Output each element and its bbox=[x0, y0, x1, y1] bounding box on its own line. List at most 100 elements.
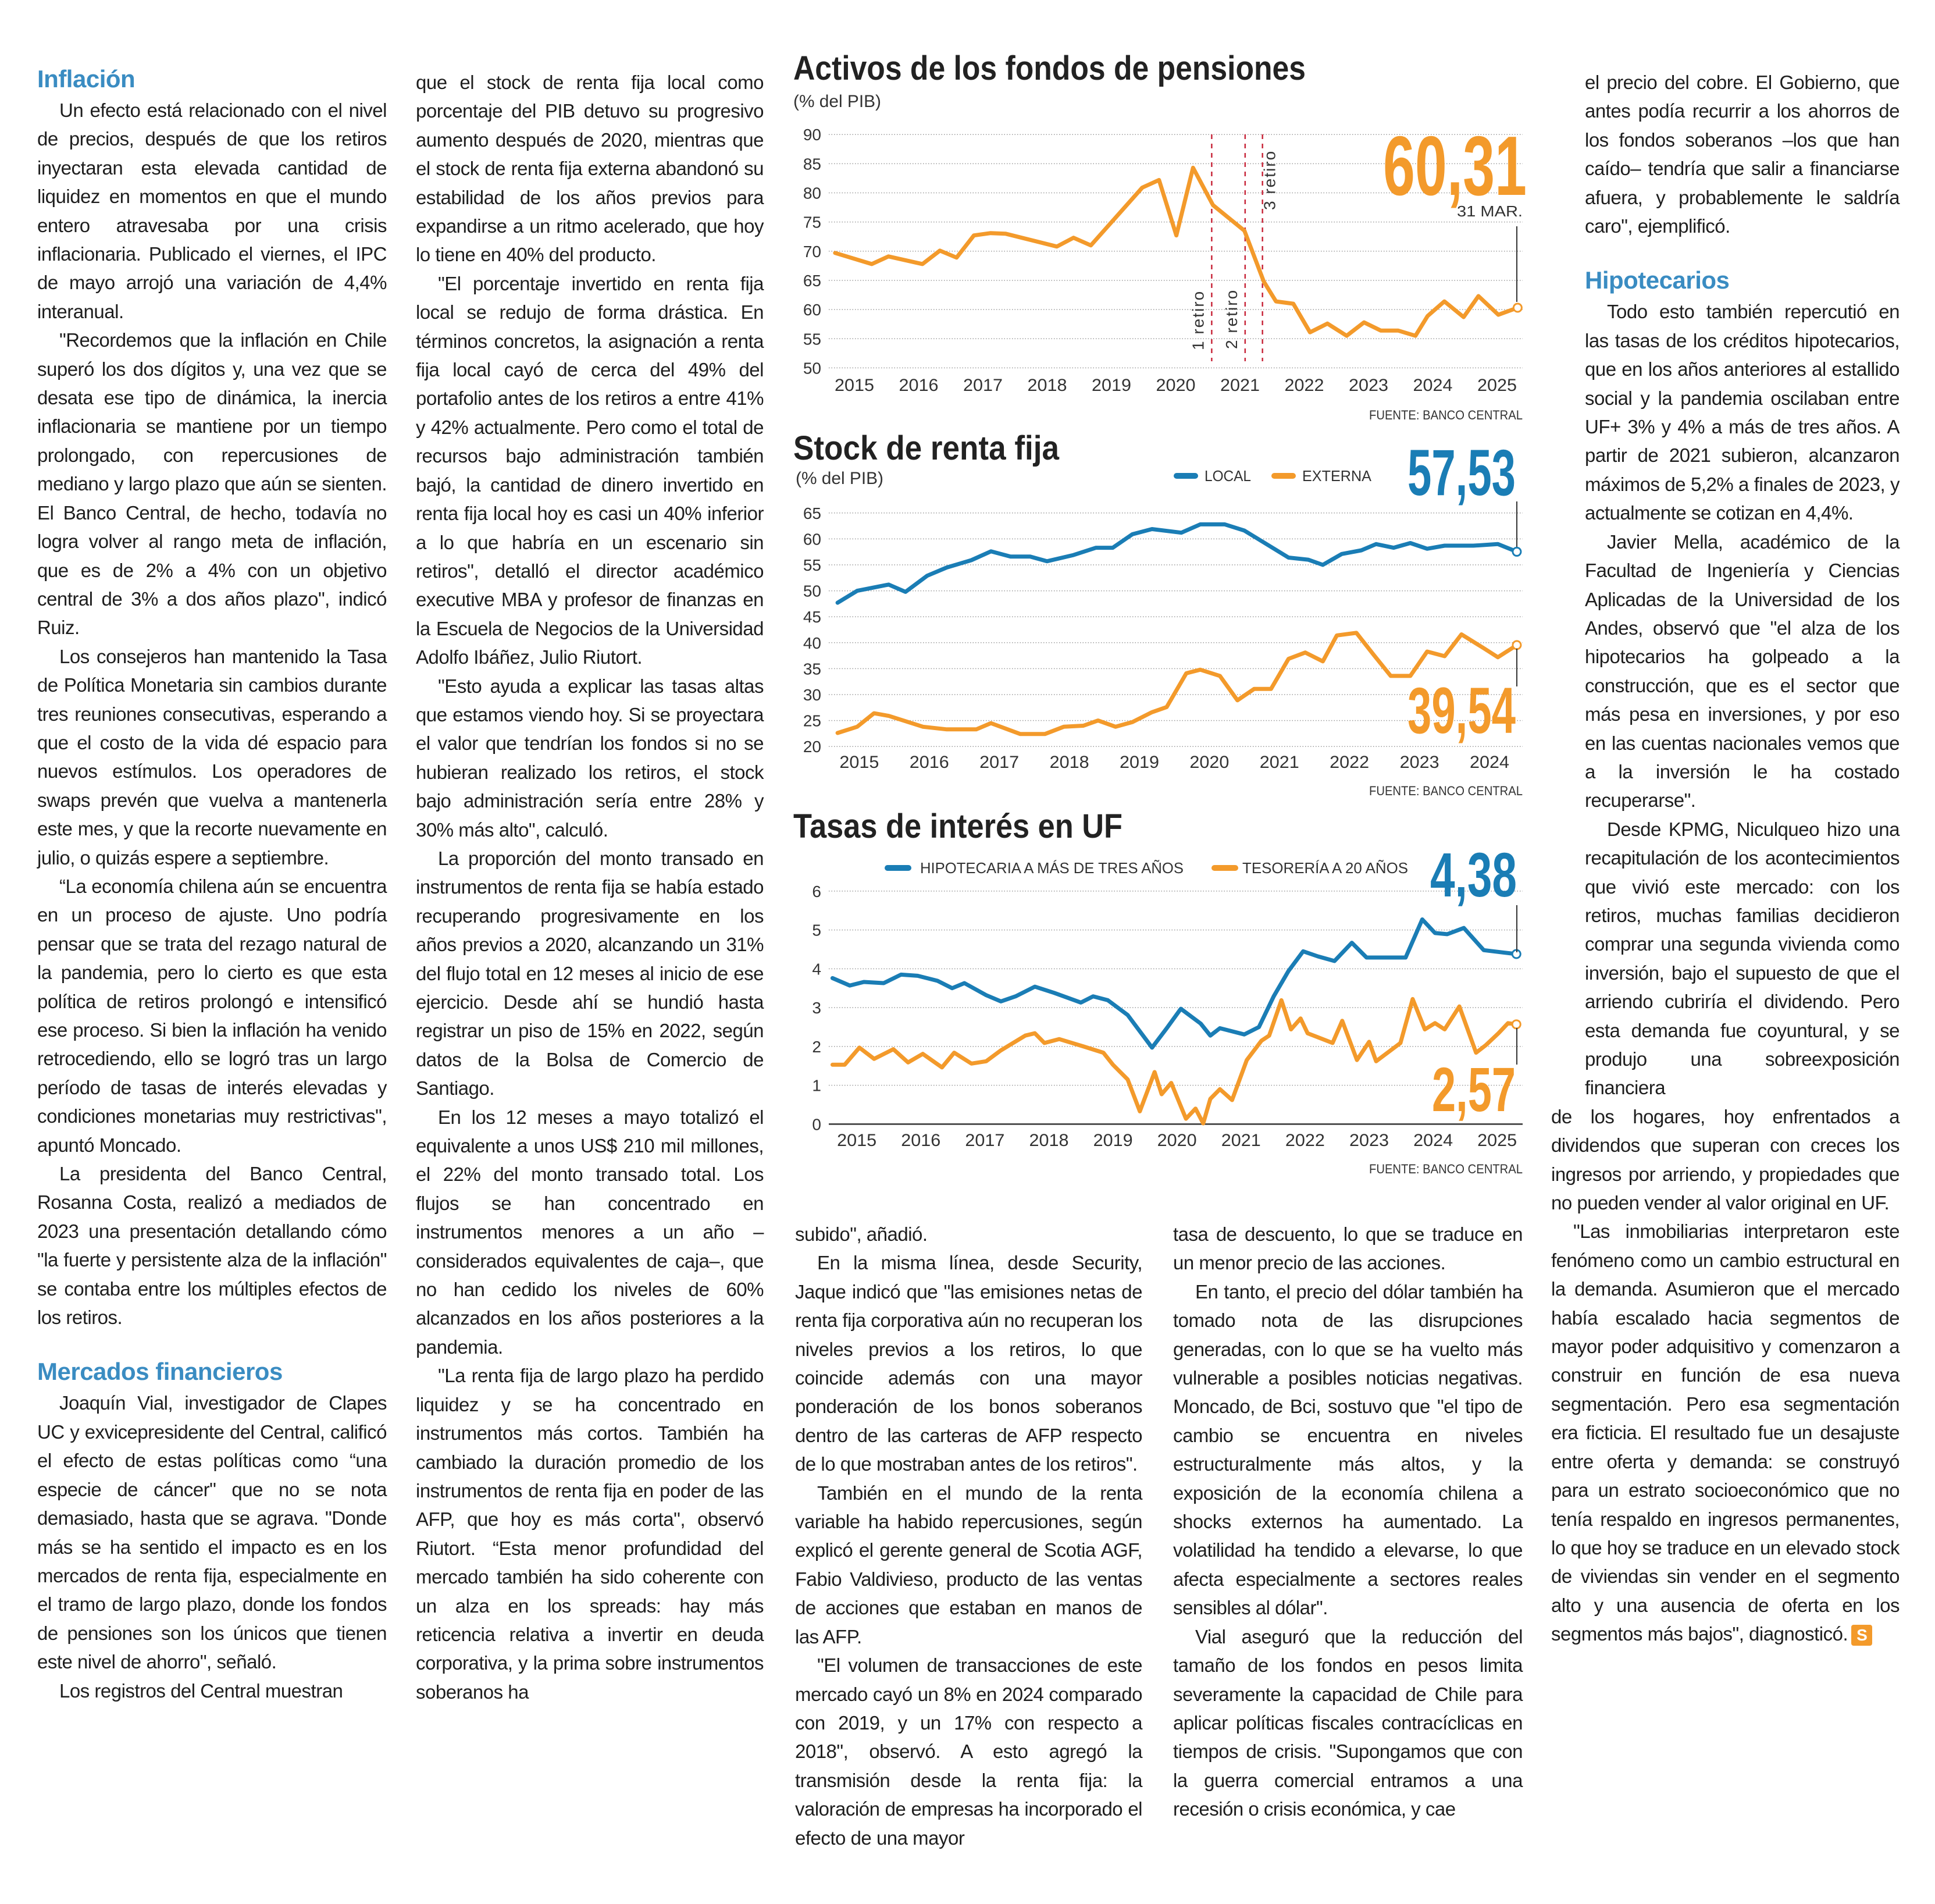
data-point bbox=[1270, 688, 1272, 690]
data-point bbox=[985, 994, 988, 997]
data-point bbox=[1107, 999, 1109, 1001]
data-point bbox=[1463, 927, 1465, 929]
paragraph: subido", añadió. bbox=[795, 1223, 928, 1245]
x-tick-label: 2022 bbox=[1285, 376, 1324, 395]
data-point bbox=[1095, 547, 1097, 549]
x-tick-label: 2022 bbox=[1285, 1131, 1325, 1150]
data-point bbox=[956, 257, 958, 259]
data-point bbox=[1092, 995, 1094, 998]
data-point bbox=[1426, 650, 1428, 653]
data-point bbox=[836, 732, 839, 734]
data-point bbox=[1306, 1032, 1309, 1034]
data-point bbox=[970, 1062, 972, 1065]
data-point bbox=[1268, 1034, 1270, 1037]
paragraph: Todo esto también repercutió en las tasa… bbox=[1585, 301, 1900, 524]
x-tick-label: 2025 bbox=[1477, 376, 1517, 395]
x-tick-label: 2019 bbox=[1093, 1131, 1133, 1150]
data-point bbox=[863, 981, 865, 983]
x-tick-label: 2016 bbox=[901, 1131, 940, 1150]
chart-activos-fondos-pensiones: Activos de los fondos de pensiones (% de… bbox=[793, 49, 1527, 422]
data-point bbox=[1158, 179, 1160, 181]
section-heading-inflacion: Inflación bbox=[37, 65, 136, 92]
data-point bbox=[1072, 554, 1075, 556]
data-point bbox=[1307, 558, 1309, 561]
y-tick-label: 55 bbox=[803, 556, 821, 574]
x-tick-label: 2023 bbox=[1400, 753, 1439, 772]
y-tick-label: 90 bbox=[803, 126, 821, 144]
data-point bbox=[946, 728, 948, 731]
data-point bbox=[1243, 230, 1246, 232]
data-point bbox=[1195, 1108, 1197, 1110]
y-tick-label: 2 bbox=[812, 1038, 821, 1056]
data-point bbox=[1199, 523, 1202, 525]
chart-title: Activos de los fondos de pensiones bbox=[793, 49, 1306, 87]
data-point bbox=[1141, 186, 1143, 188]
data-point bbox=[1287, 970, 1289, 972]
data-point bbox=[1475, 1052, 1477, 1054]
y-tick-label: 45 bbox=[803, 608, 821, 626]
data-point bbox=[1014, 995, 1017, 998]
data-point bbox=[888, 583, 890, 586]
highlight-value-hipotecaria: 4,38 bbox=[1430, 839, 1517, 910]
paragraph: También en el mundo de la renta variable… bbox=[795, 1482, 1143, 1647]
data-point bbox=[1185, 1118, 1187, 1120]
data-point bbox=[1043, 1042, 1046, 1044]
data-point bbox=[1218, 1027, 1221, 1029]
y-tick-label: 60 bbox=[803, 530, 821, 548]
last-value-marker bbox=[1512, 640, 1522, 650]
x-tick-label: 2024 bbox=[1413, 1131, 1453, 1150]
data-point bbox=[904, 590, 907, 593]
legend-swatch-local bbox=[1174, 473, 1198, 479]
data-point bbox=[1004, 233, 1007, 235]
data-point bbox=[990, 550, 992, 553]
paragraph: En la misma línea, desde Security, Jaque… bbox=[795, 1252, 1143, 1475]
data-point bbox=[888, 255, 890, 258]
data-point bbox=[843, 1063, 846, 1066]
paragraph: de los hogares, hoy enfrentados a divide… bbox=[1551, 1105, 1900, 1214]
legend-label-local: LOCAL bbox=[1205, 467, 1251, 485]
data-point bbox=[1243, 1033, 1245, 1035]
data-point bbox=[1260, 1040, 1263, 1042]
data-point bbox=[1199, 1022, 1202, 1024]
data-point bbox=[1472, 544, 1474, 547]
data-point bbox=[1151, 711, 1153, 713]
data-point bbox=[907, 1061, 909, 1063]
paragraph: En los 12 meses a mayo totalizó el equiv… bbox=[416, 1106, 764, 1358]
data-point bbox=[1253, 688, 1255, 690]
x-tick-label: 2018 bbox=[1050, 753, 1089, 772]
x-tick-label: 2020 bbox=[1156, 376, 1196, 395]
data-point bbox=[871, 263, 873, 265]
data-point bbox=[1151, 528, 1153, 530]
data-point bbox=[921, 263, 924, 265]
data-point bbox=[1414, 334, 1417, 337]
data-point bbox=[1477, 295, 1480, 297]
data-point bbox=[1063, 725, 1065, 728]
data-point bbox=[831, 1063, 833, 1066]
highlight-value-externa: 39,54 bbox=[1407, 674, 1516, 747]
paragraph: "Esto ayuda a explicar las tasas altas q… bbox=[416, 675, 764, 841]
data-point bbox=[1321, 660, 1324, 663]
data-point bbox=[1131, 533, 1134, 535]
y-tick-label: 1 bbox=[812, 1077, 821, 1095]
x-tick-label: 2018 bbox=[1028, 376, 1067, 395]
y-tick-label: 6 bbox=[812, 882, 821, 901]
data-point bbox=[1151, 1047, 1153, 1049]
x-tick-label: 2016 bbox=[910, 753, 949, 772]
paragraph: “La economía chilena aún se encuentra en… bbox=[37, 875, 387, 1156]
data-point bbox=[1180, 532, 1182, 534]
data-point bbox=[1458, 1005, 1460, 1008]
x-tick-label: 2015 bbox=[839, 753, 879, 772]
end-of-article-icon: S bbox=[1851, 1625, 1873, 1646]
data-point bbox=[873, 1058, 875, 1060]
data-point bbox=[892, 1048, 895, 1051]
y-tick-label: 0 bbox=[812, 1115, 821, 1133]
legend-swatch-externa bbox=[1271, 473, 1296, 479]
data-point bbox=[1409, 675, 1412, 677]
article-column-3a: subido", añadió. En la misma línea, desd… bbox=[795, 1220, 1143, 1852]
data-point bbox=[953, 1052, 956, 1054]
article-column-5: de los hogares, hoy enfrentados a divide… bbox=[1551, 1102, 1900, 1649]
data-point bbox=[1082, 1045, 1085, 1048]
data-point bbox=[1317, 955, 1319, 958]
chart-subtitle: (% del PIB) bbox=[793, 92, 881, 111]
data-point bbox=[1345, 334, 1348, 337]
